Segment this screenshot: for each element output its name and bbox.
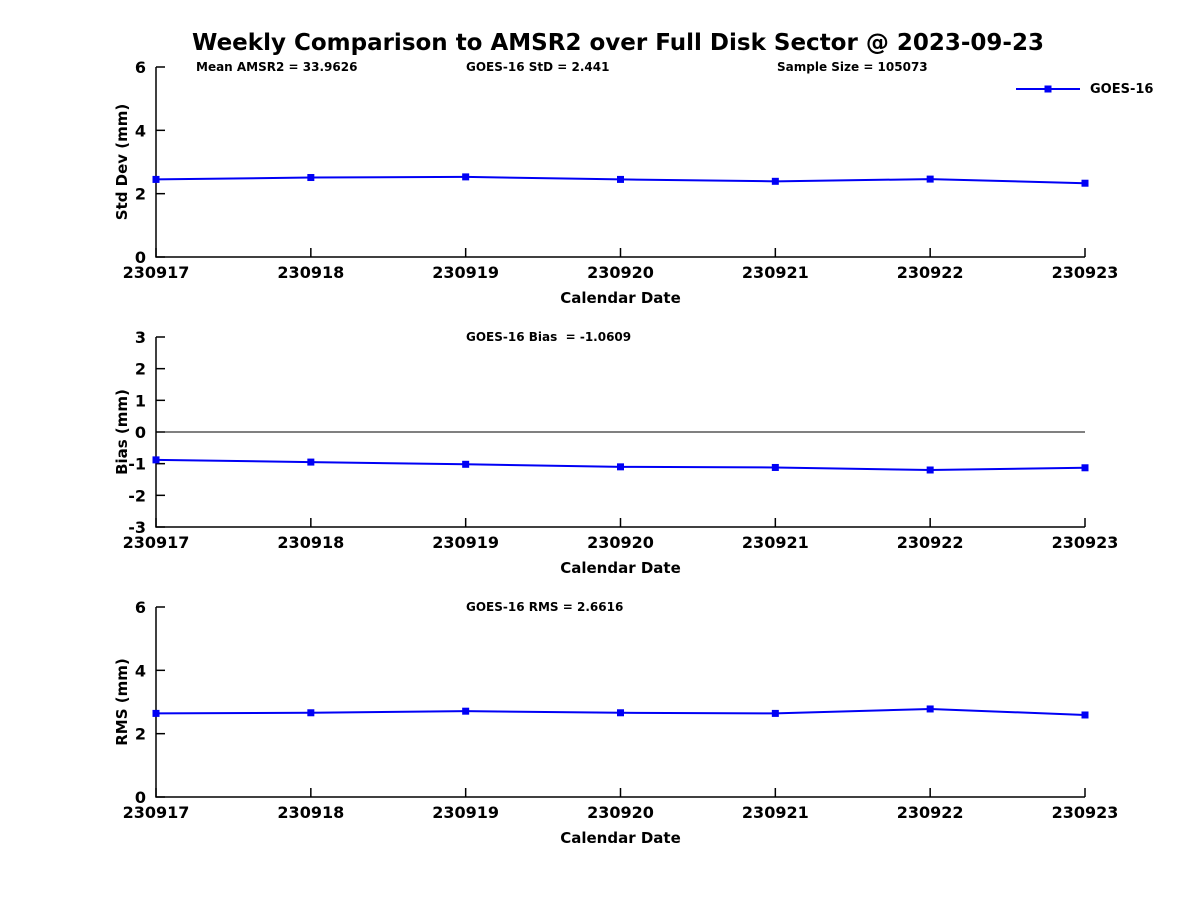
x-tick-label: 230918 — [277, 533, 344, 552]
annotation-goes16-rms: GOES-16 RMS = 2.6616 — [466, 600, 624, 614]
data-point-marker — [1081, 464, 1089, 472]
rms-y-axis-label: RMS (mm) — [113, 658, 131, 746]
axis-spine — [155, 607, 1085, 798]
data-point-marker — [617, 463, 624, 471]
y-tick-label: -2 — [128, 486, 146, 505]
x-tick-label: 230919 — [432, 803, 499, 822]
y-tick-label: 0 — [135, 248, 146, 267]
x-tick-label: 230922 — [897, 803, 964, 822]
y-tick-label: 0 — [135, 423, 146, 442]
rms-chart: 0 2 4 6 230917 230918 230919 230920 230921 230922… — [0, 595, 1200, 850]
data-point-marker — [462, 707, 470, 715]
legend-label: GOES-16 — [1090, 81, 1154, 97]
x-tick-label: 230921 — [742, 803, 809, 822]
bias-plot-canvas: -3 -2 -1 0 1 2 3 230917 230918 230919 230920 230921… — [123, 328, 1119, 552]
legend: GOES-16 — [1014, 81, 1153, 97]
annotation-mean-amsr2: Mean AMSR2 = 33.9626 — [196, 60, 358, 74]
data-point-marker — [152, 175, 160, 183]
y-tick-label: 0 — [135, 788, 146, 807]
data-point-marker — [1081, 711, 1089, 719]
data-point-marker — [307, 174, 315, 182]
std-dev-plot-canvas: 0 2 4 6 230917 230918 230919 230920 230921 230922… — [123, 58, 1119, 282]
y-tick-label: -1 — [128, 455, 146, 474]
data-point-marker — [617, 709, 624, 717]
x-tick-label: 230917 — [123, 263, 190, 282]
bias-y-axis-label: Bias (mm) — [113, 389, 131, 475]
x-tick-label: 230922 — [897, 533, 964, 552]
y-tick-label: 6 — [135, 58, 146, 77]
data-point-marker — [926, 175, 934, 183]
data-point-marker — [617, 175, 624, 183]
annotation-goes16-bias: GOES-16 Bias = -1.0609 — [466, 330, 632, 344]
x-tick-label: 230921 — [742, 533, 809, 552]
data-point-marker — [307, 709, 315, 717]
bias-chart: -3 -2 -1 0 1 2 3 230917 230918 230919 230920 230921… — [0, 325, 1200, 580]
y-tick-label: 1 — [135, 391, 146, 410]
y-tick-label: 6 — [135, 598, 146, 617]
legend-line-icon — [1016, 85, 1080, 93]
axis-spine — [155, 67, 1085, 258]
x-tick-label: 230918 — [277, 803, 344, 822]
y-tick-label: 4 — [135, 661, 146, 680]
x-tick-label: 230922 — [897, 263, 964, 282]
data-point-marker — [926, 466, 934, 474]
data-point-marker — [771, 709, 779, 717]
x-tick-label: 230919 — [432, 263, 499, 282]
x-tick-label: 230918 — [277, 263, 344, 282]
std-dev-y-axis-label: Std Dev (mm) — [113, 103, 131, 221]
data-point-marker — [152, 709, 160, 717]
y-tick-label: 2 — [135, 360, 146, 379]
x-tick-label: 230919 — [432, 533, 499, 552]
x-tick-label: 230923 — [1052, 263, 1119, 282]
x-tick-label: 230923 — [1052, 803, 1119, 822]
std-dev-x-axis-label: Calendar Date — [560, 289, 681, 307]
y-tick-label: 2 — [135, 725, 146, 744]
data-point-marker — [1081, 179, 1089, 187]
x-tick-label: 230917 — [123, 803, 190, 822]
std-dev-chart: 0 2 4 6 230917 230918 230919 230920 230921 230922… — [0, 55, 1200, 310]
annotation-goes16-std: GOES-16 StD = 2.441 — [466, 60, 610, 74]
data-point-marker — [307, 458, 315, 466]
data-point-marker — [771, 177, 779, 185]
data-point-marker — [926, 705, 934, 713]
bias-x-axis-label: Calendar Date — [560, 559, 681, 577]
y-tick-label: -3 — [128, 518, 146, 537]
data-point-marker — [462, 460, 470, 468]
page-title: Weekly Comparison to AMSR2 over Full Dis… — [192, 30, 1044, 56]
x-tick-label: 230920 — [587, 803, 654, 822]
x-tick-label: 230920 — [587, 533, 654, 552]
data-point-marker — [462, 173, 470, 181]
x-tick-label: 230923 — [1052, 533, 1119, 552]
data-point-marker — [152, 456, 160, 464]
y-tick-label: 4 — [135, 121, 146, 140]
data-point-marker — [771, 463, 779, 471]
x-tick-label: 230920 — [587, 263, 654, 282]
annotation-sample-size: Sample Size = 105073 — [777, 60, 928, 74]
rms-x-axis-label: Calendar Date — [560, 829, 681, 847]
x-tick-label: 230917 — [123, 533, 190, 552]
y-tick-label: 3 — [135, 328, 146, 347]
y-tick-label: 2 — [135, 185, 146, 204]
rms-plot-canvas: 0 2 4 6 230917 230918 230919 230920 230921 230922… — [123, 598, 1119, 822]
x-tick-label: 230921 — [742, 263, 809, 282]
